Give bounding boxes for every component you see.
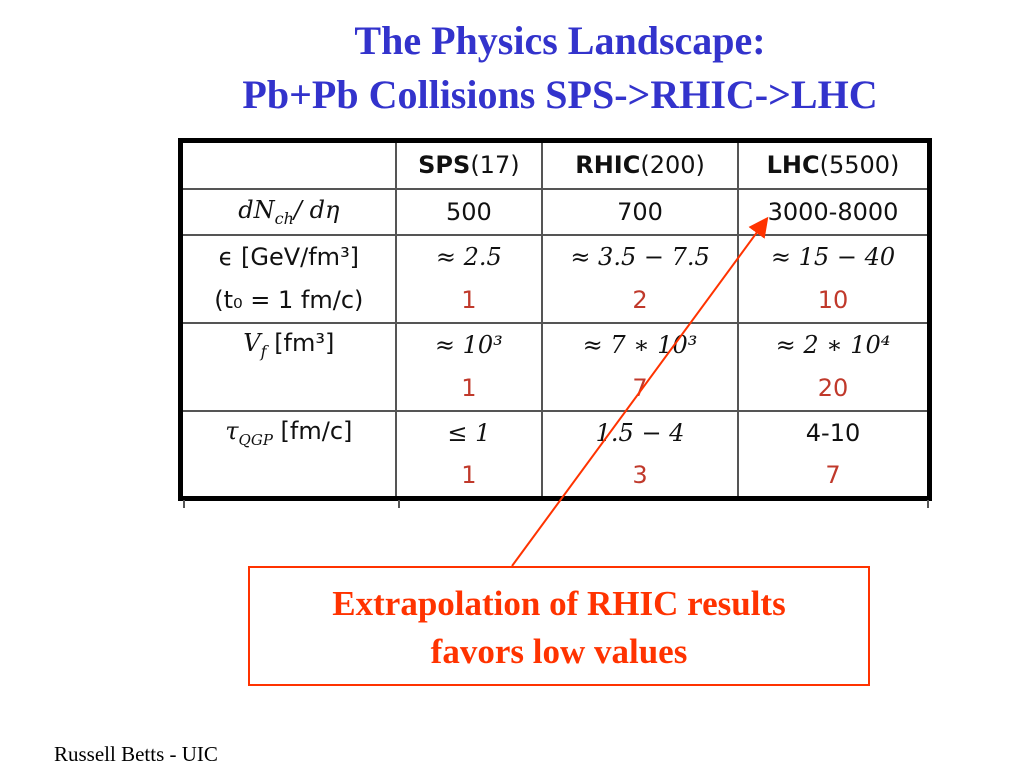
callout-line-2: favors low values	[430, 632, 688, 671]
cell-lhc-volume-ratio: 20	[737, 366, 931, 411]
row-label-volume-ratio-empty	[179, 366, 397, 411]
table-row: 1 3 7	[179, 454, 931, 499]
physics-table: SPS(17) RHIC(200) LHC(5500) dNch/ dη 500…	[178, 138, 932, 501]
table-row: dNch/ dη 500 700 3000-8000	[179, 187, 931, 235]
cell-rhic-lifetime-ratio: 3	[541, 454, 740, 499]
arrow-line	[511, 216, 769, 567]
table-row: Vf [fm³] ≈ 10³ ≈ 7 ∗ 10³ ≈ 2 ∗ 10⁴	[179, 321, 931, 367]
table-tick-mark	[398, 500, 400, 508]
cell-rhic-volume: ≈ 7 ∗ 10³	[541, 321, 740, 367]
cell-lhc-multiplicity: 3000-8000	[737, 187, 931, 235]
callout-box: Extrapolation of RHIC results favors low…	[248, 566, 870, 686]
cell-sps-lifetime: ≤ 1	[394, 409, 544, 455]
cell-sps-energy-ratio: 1	[394, 278, 544, 323]
cell-rhic-multiplicity: 700	[541, 187, 740, 235]
table-tick-mark	[927, 500, 929, 508]
row-label-volume: Vf [fm³]	[179, 321, 397, 367]
header-lhc: LHC(5500)	[737, 140, 931, 189]
cell-lhc-volume: ≈ 2 ∗ 10⁴	[737, 321, 931, 367]
title-line-1: The Physics Landscape:	[354, 18, 766, 63]
row-label-lifetime-ratio-empty	[179, 454, 397, 499]
cell-sps-lifetime-ratio: 1	[394, 454, 544, 499]
cell-lhc-lifetime-ratio: 7	[737, 454, 931, 499]
cell-rhic-energy-density: ≈ 3.5 − 7.5	[541, 233, 740, 279]
row-label-lifetime: τQGP [fm/c]	[179, 409, 397, 455]
row-label-energy-ratio: (t₀ = 1 fm/c)	[179, 278, 397, 323]
table-row: 1 7 20	[179, 366, 931, 411]
cell-lhc-lifetime: 4-10	[737, 409, 931, 455]
cell-lhc-energy-density: ≈ 15 − 40	[737, 233, 931, 279]
cell-lhc-energy-ratio: 10	[737, 278, 931, 323]
cell-sps-volume: ≈ 10³	[394, 321, 544, 367]
callout-line-1: Extrapolation of RHIC results	[332, 584, 786, 623]
physics-table-wrapper: SPS(17) RHIC(200) LHC(5500) dNch/ dη 500…	[178, 138, 932, 501]
title-line-2: Pb+Pb Collisions SPS->RHIC->LHC	[242, 72, 878, 117]
table-row: ϵ [GeV/fm³] ≈ 2.5 ≈ 3.5 − 7.5 ≈ 15 − 40	[179, 233, 931, 279]
header-rhic: RHIC(200)	[541, 140, 740, 189]
cell-sps-multiplicity: 500	[394, 187, 544, 235]
row-label-energy-density: ϵ [GeV/fm³]	[179, 233, 397, 279]
header-empty-cell	[179, 140, 397, 189]
table-tick-mark	[183, 500, 185, 508]
cell-rhic-volume-ratio: 7	[541, 366, 740, 411]
cell-sps-energy-density: ≈ 2.5	[394, 233, 544, 279]
footer-author: Russell Betts - UIC	[54, 742, 218, 766]
slide-title: The Physics Landscape: Pb+Pb Collisions …	[0, 14, 1024, 122]
header-sps: SPS(17)	[394, 140, 544, 189]
cell-sps-volume-ratio: 1	[394, 366, 544, 411]
row-label-multiplicity: dNch/ dη	[179, 187, 397, 235]
